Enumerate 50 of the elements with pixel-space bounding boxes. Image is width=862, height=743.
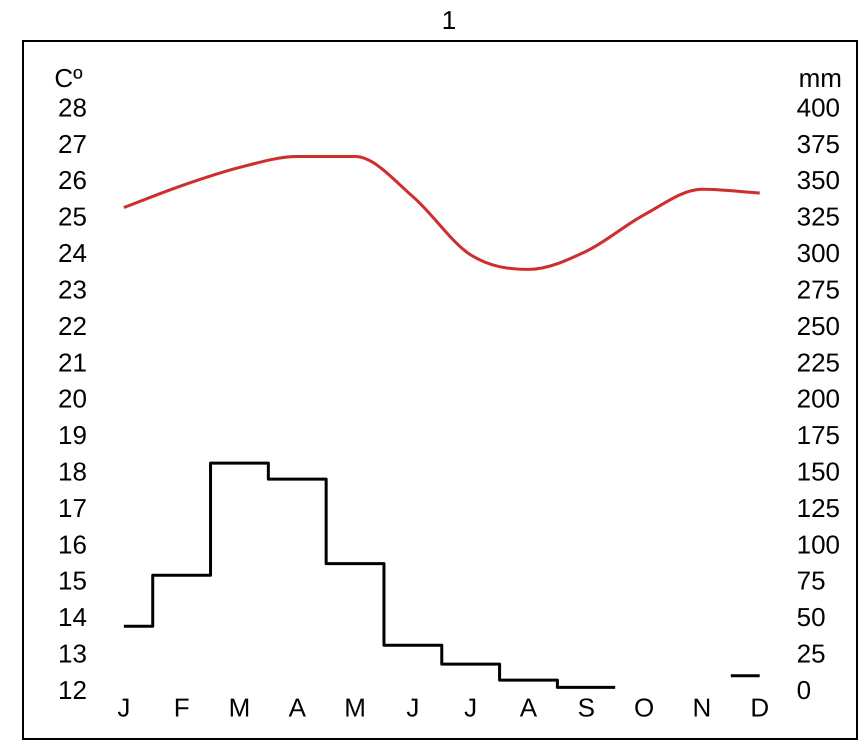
x-tick-label: A xyxy=(520,692,538,723)
x-tick-label: M xyxy=(344,692,366,723)
y2-tick-label: 150 xyxy=(796,456,840,486)
y-tick-label: 17 xyxy=(58,492,87,523)
y-tick-label: 15 xyxy=(58,566,87,596)
y2-tick-label: 0 xyxy=(796,674,812,705)
x-tick-label: F xyxy=(174,692,190,723)
x-tick-label: A xyxy=(288,692,307,723)
y-tick-label: 24 xyxy=(58,238,87,268)
x-tick-label: S xyxy=(578,692,595,723)
y-tick-label: 26 xyxy=(58,165,87,196)
x-tick-label: N xyxy=(692,692,712,723)
y-tick-label: 22 xyxy=(58,310,87,341)
y2-tick-label: 125 xyxy=(796,492,840,523)
y-tick-label: 19 xyxy=(58,420,87,450)
y-tick-label: 20 xyxy=(58,384,87,414)
x-tick-label: J xyxy=(464,692,478,723)
y2-tick-label: 25 xyxy=(796,638,826,669)
x-tick-label: D xyxy=(750,692,770,723)
y2-tick-label: 175 xyxy=(796,420,840,450)
y-tick-label: 14 xyxy=(58,602,87,632)
y-tick-label: 21 xyxy=(58,347,87,378)
y2-tick-label: 300 xyxy=(796,238,840,268)
x-tick-label: J xyxy=(117,692,130,723)
y-tick-label: 13 xyxy=(58,638,87,669)
y2-tick-label: 75 xyxy=(796,566,826,596)
y2-tick-label: 225 xyxy=(796,347,840,378)
y-tick-label: 12 xyxy=(58,674,87,705)
y2-tick-label: 250 xyxy=(796,310,840,341)
y2-tick-label: 100 xyxy=(796,529,840,560)
chart-title: 1 xyxy=(442,4,456,35)
x-tick-label: M xyxy=(228,692,250,723)
y2-tick-label: 200 xyxy=(796,384,840,414)
y2-axis-title: mm xyxy=(798,63,842,94)
y2-tick-label: 50 xyxy=(796,602,826,632)
y2-tick-label: 400 xyxy=(796,92,840,122)
y-tick-label: 27 xyxy=(58,128,87,159)
y-tick-label: 23 xyxy=(58,274,87,304)
y2-tick-label: 375 xyxy=(796,128,840,159)
y-axis-title: Cº xyxy=(54,63,84,94)
y-tick-label: 25 xyxy=(58,202,87,232)
y-tick-label: 16 xyxy=(58,529,87,560)
y2-tick-label: 350 xyxy=(796,165,840,196)
y2-tick-label: 325 xyxy=(796,202,840,232)
y-tick-label: 28 xyxy=(58,92,87,122)
x-tick-label: O xyxy=(634,692,654,723)
line-series xyxy=(122,155,762,271)
x-tick-label: J xyxy=(406,692,420,723)
y2-tick-label: 275 xyxy=(796,274,840,304)
y-tick-label: 18 xyxy=(58,456,87,486)
